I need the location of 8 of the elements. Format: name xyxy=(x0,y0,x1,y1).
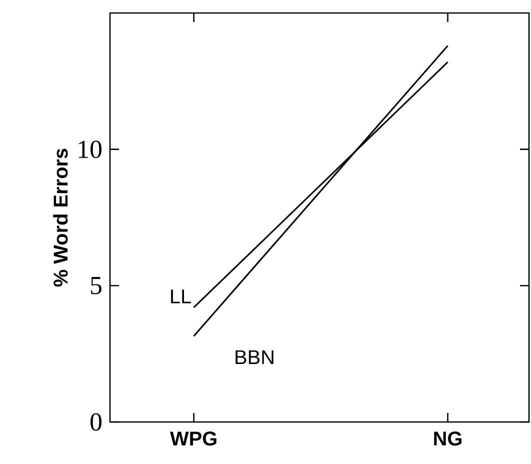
y-axis-title: % Word Errors xyxy=(53,148,68,287)
series-label: LL xyxy=(171,290,191,304)
x-tick-label: WPG xyxy=(170,432,216,446)
y-tick-label: 5 xyxy=(91,277,102,294)
x-tick-label: NG xyxy=(434,432,462,446)
y-tick-label: 0 xyxy=(90,413,102,431)
y-tick-label: 10 xyxy=(78,140,102,158)
text: BBN xyxy=(236,350,274,364)
